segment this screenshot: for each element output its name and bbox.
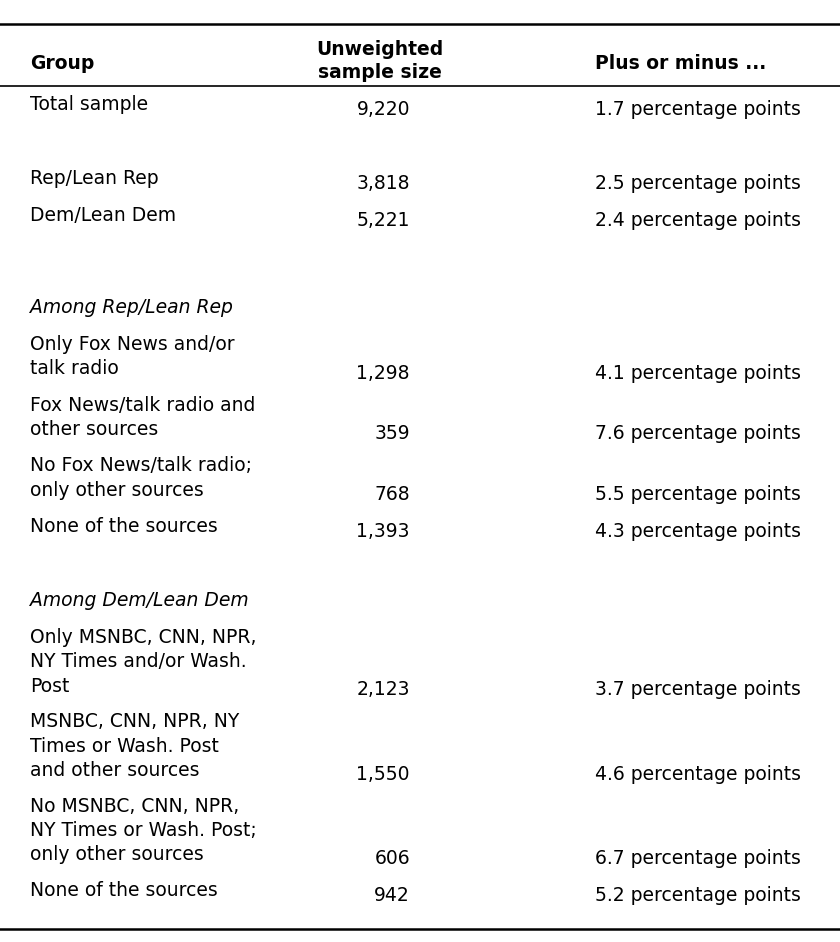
Text: 359: 359 bbox=[375, 424, 410, 444]
Text: No Fox News/talk radio;
only other sources: No Fox News/talk radio; only other sourc… bbox=[30, 457, 252, 500]
Text: No MSNBC, CNN, NPR,
NY Times or Wash. Post;
only other sources: No MSNBC, CNN, NPR, NY Times or Wash. Po… bbox=[30, 797, 257, 865]
Text: 9,220: 9,220 bbox=[356, 100, 410, 119]
Text: 942: 942 bbox=[375, 886, 410, 905]
Text: 3,818: 3,818 bbox=[356, 173, 410, 192]
Text: Unweighted
sample size: Unweighted sample size bbox=[317, 40, 444, 82]
Text: 4.1 percentage points: 4.1 percentage points bbox=[595, 364, 801, 382]
Text: None of the sources: None of the sources bbox=[30, 882, 218, 901]
Text: 1,550: 1,550 bbox=[356, 765, 410, 784]
Text: 7.6 percentage points: 7.6 percentage points bbox=[595, 424, 801, 444]
Text: Dem/Lean Dem: Dem/Lean Dem bbox=[30, 205, 176, 225]
Text: Total sample: Total sample bbox=[30, 95, 148, 114]
Text: None of the sources: None of the sources bbox=[30, 517, 218, 536]
Text: Among Rep/Lean Rep: Among Rep/Lean Rep bbox=[30, 299, 233, 317]
Text: 606: 606 bbox=[375, 849, 410, 869]
Text: Fox News/talk radio and
other sources: Fox News/talk radio and other sources bbox=[30, 396, 255, 439]
Text: 2.4 percentage points: 2.4 percentage points bbox=[595, 211, 801, 230]
Text: 2.5 percentage points: 2.5 percentage points bbox=[595, 173, 801, 192]
Text: 4.3 percentage points: 4.3 percentage points bbox=[595, 522, 801, 541]
Text: 1,393: 1,393 bbox=[356, 522, 410, 541]
Text: Among Dem/Lean Dem: Among Dem/Lean Dem bbox=[30, 591, 249, 610]
Text: 2,123: 2,123 bbox=[356, 680, 410, 699]
Text: 5.5 percentage points: 5.5 percentage points bbox=[595, 485, 801, 504]
Text: 5,221: 5,221 bbox=[356, 211, 410, 230]
Text: 4.6 percentage points: 4.6 percentage points bbox=[595, 765, 801, 784]
Text: 1,298: 1,298 bbox=[356, 364, 410, 382]
Text: Only Fox News and/or
talk radio: Only Fox News and/or talk radio bbox=[30, 335, 234, 379]
Text: 3.7 percentage points: 3.7 percentage points bbox=[595, 680, 801, 699]
Text: Rep/Lean Rep: Rep/Lean Rep bbox=[30, 169, 159, 187]
Text: 5.2 percentage points: 5.2 percentage points bbox=[595, 886, 801, 905]
Text: 6.7 percentage points: 6.7 percentage points bbox=[595, 849, 801, 869]
Text: 1.7 percentage points: 1.7 percentage points bbox=[595, 100, 801, 119]
Text: MSNBC, CNN, NPR, NY
Times or Wash. Post
and other sources: MSNBC, CNN, NPR, NY Times or Wash. Post … bbox=[30, 712, 239, 780]
Text: Plus or minus ...: Plus or minus ... bbox=[595, 54, 766, 73]
Text: 768: 768 bbox=[375, 485, 410, 504]
Text: Only MSNBC, CNN, NPR,
NY Times and/or Wash.
Post: Only MSNBC, CNN, NPR, NY Times and/or Wa… bbox=[30, 628, 256, 695]
Text: Group: Group bbox=[30, 54, 94, 73]
